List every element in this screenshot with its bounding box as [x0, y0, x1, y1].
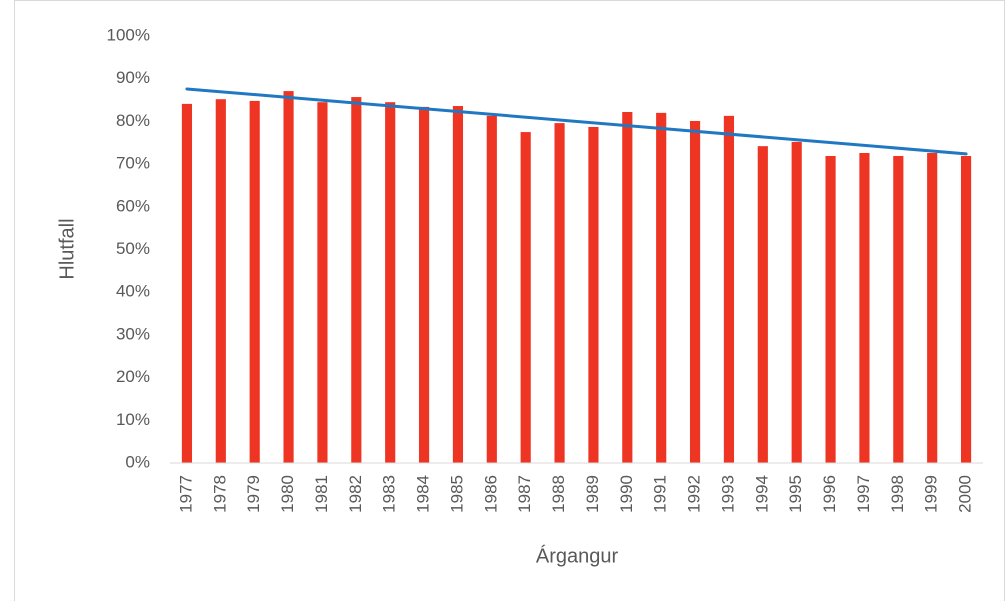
y-tick-label: 70% [116, 154, 150, 173]
x-tick-label: 1996 [820, 475, 839, 513]
bar [791, 141, 802, 463]
bar [418, 106, 430, 464]
y-tick-label: 100% [107, 25, 150, 44]
x-tick-label: 1988 [549, 475, 568, 513]
x-tick-label: 1990 [617, 475, 636, 513]
x-tick-label: 1992 [685, 475, 704, 513]
bar [452, 106, 464, 463]
x-tick-label: 1994 [752, 475, 771, 513]
bar [656, 112, 667, 464]
y-tick-label: 90% [116, 68, 150, 87]
x-tick-label: 1995 [786, 475, 805, 513]
bar [351, 97, 362, 463]
bar [385, 102, 396, 463]
y-tick-label: 10% [116, 410, 150, 429]
bar [927, 152, 938, 464]
bar [181, 103, 193, 463]
bar [317, 102, 328, 463]
x-tick-label: 1993 [718, 475, 737, 513]
y-tick-label: 60% [116, 196, 150, 215]
bar [622, 112, 633, 464]
y-tick-label: 80% [116, 111, 150, 130]
y-tick-label: 50% [116, 239, 150, 258]
trendline [185, 87, 968, 156]
x-tick-label: 1986 [481, 475, 500, 513]
y-axis-title: Hlutfall [56, 218, 78, 279]
x-tick-label: 2000 [956, 475, 975, 513]
bar [723, 115, 735, 463]
y-tick-label: 0% [125, 452, 150, 471]
x-tick-label: 1984 [414, 475, 433, 513]
bar [825, 155, 836, 463]
x-tick-label: 1978 [210, 475, 229, 513]
bar [960, 155, 972, 463]
bar [554, 123, 565, 463]
bar [757, 146, 768, 463]
x-tick-label: 1998 [888, 475, 907, 513]
x-tick-label: 1982 [346, 475, 365, 513]
bar [486, 115, 497, 463]
x-tick-label: 1981 [312, 475, 331, 513]
y-tick-label: 40% [116, 282, 150, 301]
bar [893, 155, 904, 463]
x-tick-label: 1989 [583, 475, 602, 513]
x-tick-label: 1985 [447, 475, 466, 513]
bar [520, 132, 531, 463]
x-tick-label: 1991 [651, 475, 670, 513]
x-tick-label: 1977 [176, 475, 195, 513]
x-tick-label: 1999 [922, 475, 941, 513]
bar [859, 152, 870, 464]
bar [689, 120, 701, 464]
y-tick-label: 20% [116, 367, 150, 386]
y-tick-label: 30% [116, 324, 150, 343]
x-tick-label: 1979 [244, 475, 263, 513]
x-tick-label: 1980 [278, 475, 297, 513]
x-axis-title: Árgangur [536, 544, 619, 567]
x-tick-label: 1997 [854, 475, 873, 513]
bar [215, 99, 226, 464]
x-tick-label: 1983 [380, 475, 399, 513]
x-tick-label: 1987 [515, 475, 534, 513]
bar [249, 100, 260, 464]
bar [283, 91, 294, 463]
bar [588, 126, 599, 464]
